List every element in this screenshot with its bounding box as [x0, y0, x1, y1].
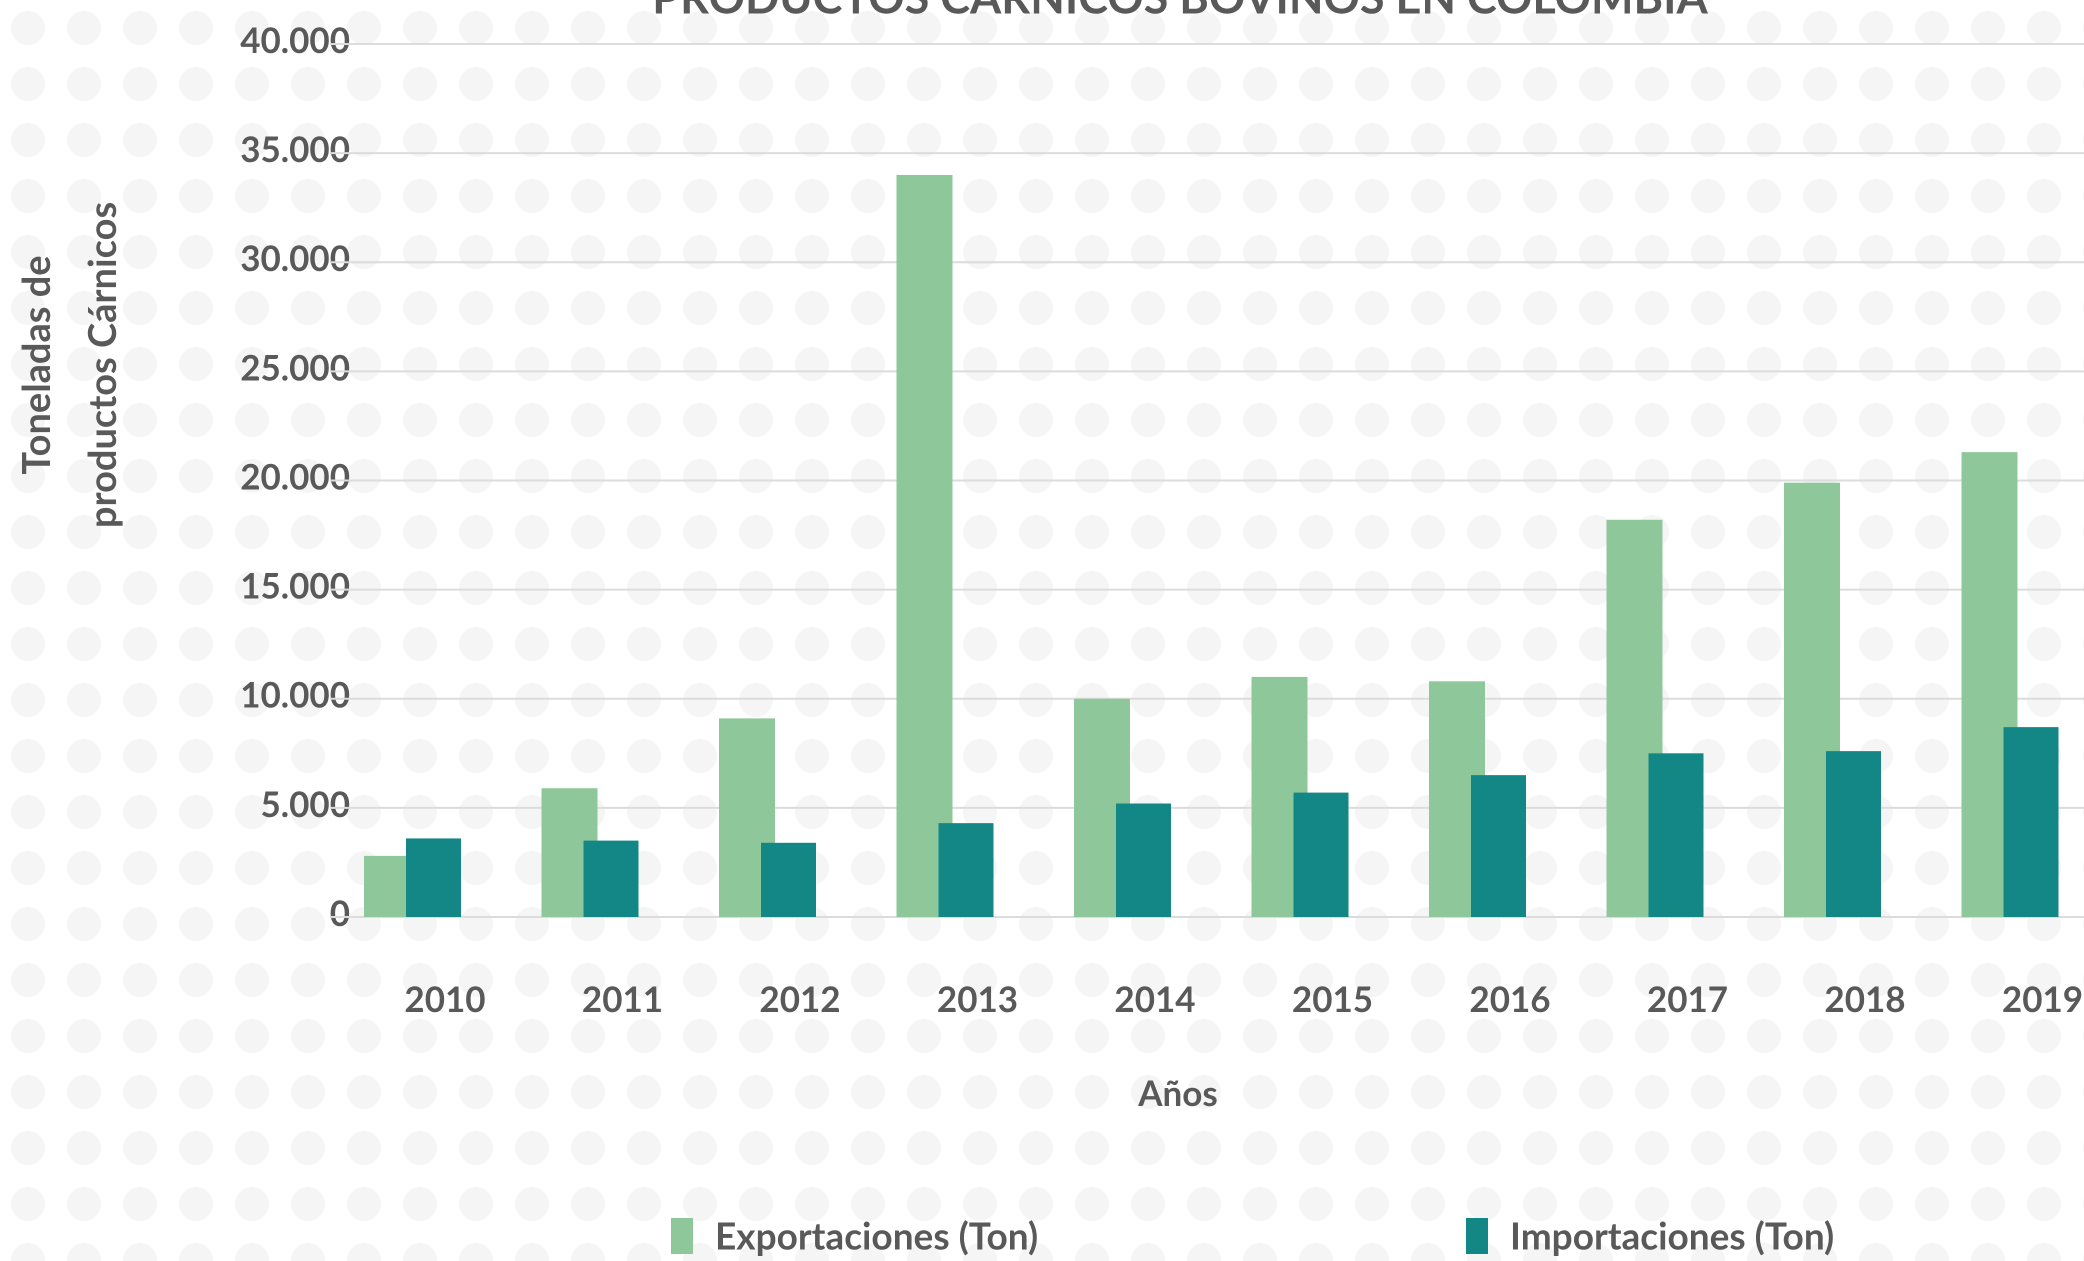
chart-title: PRODUCTOS CÁRNICOS BOVINOS EN COLOMBIA	[652, 0, 1708, 24]
y-tick-label: 0	[330, 892, 350, 934]
y-axis-label: Toneladas de	[13, 255, 59, 474]
y-tick-label: 20.000	[240, 455, 350, 497]
bar	[938, 823, 994, 917]
y-tick-label: 35.000	[240, 128, 350, 170]
x-tick-label: 2019	[2002, 978, 2083, 1020]
y-tick-label: 25.000	[240, 346, 350, 388]
x-tick-label: 2017	[1647, 978, 1728, 1020]
y-tick-label: 5.000	[260, 783, 350, 825]
x-tick-label: 2011	[582, 978, 663, 1020]
x-axis-label: Años	[1137, 1072, 1218, 1114]
legend-label: Importaciones (Ton)	[1510, 1212, 1834, 1257]
y-tick-label: 10.000	[240, 674, 350, 716]
bar	[1116, 803, 1171, 917]
bar	[406, 838, 461, 917]
bar	[2003, 727, 2059, 917]
bar	[1648, 753, 1704, 917]
legend-label: Exportaciones (Ton)	[715, 1212, 1038, 1257]
x-tick-label: 2012	[759, 978, 840, 1020]
legend-swatch	[1466, 1218, 1488, 1254]
x-tick-label: 2010	[404, 978, 485, 1020]
y-tick-label: 40.000	[240, 19, 350, 61]
bar	[761, 842, 816, 917]
bar	[583, 840, 639, 917]
x-tick-label: 2015	[1292, 978, 1373, 1020]
x-tick-label: 2014	[1114, 978, 1195, 1020]
x-tick-label: 2016	[1469, 978, 1550, 1020]
bar	[1826, 751, 1881, 917]
x-tick-label: 2018	[1824, 978, 1905, 1020]
bar	[896, 174, 953, 917]
bar	[1293, 792, 1349, 917]
y-tick-label: 30.000	[240, 237, 350, 279]
x-tick-label: 2013	[937, 978, 1018, 1020]
bar	[1471, 775, 1526, 917]
y-tick-label: 15.000	[240, 565, 350, 607]
legend-swatch	[671, 1218, 693, 1254]
y-axis-label: productos Cárnicos	[79, 202, 125, 528]
